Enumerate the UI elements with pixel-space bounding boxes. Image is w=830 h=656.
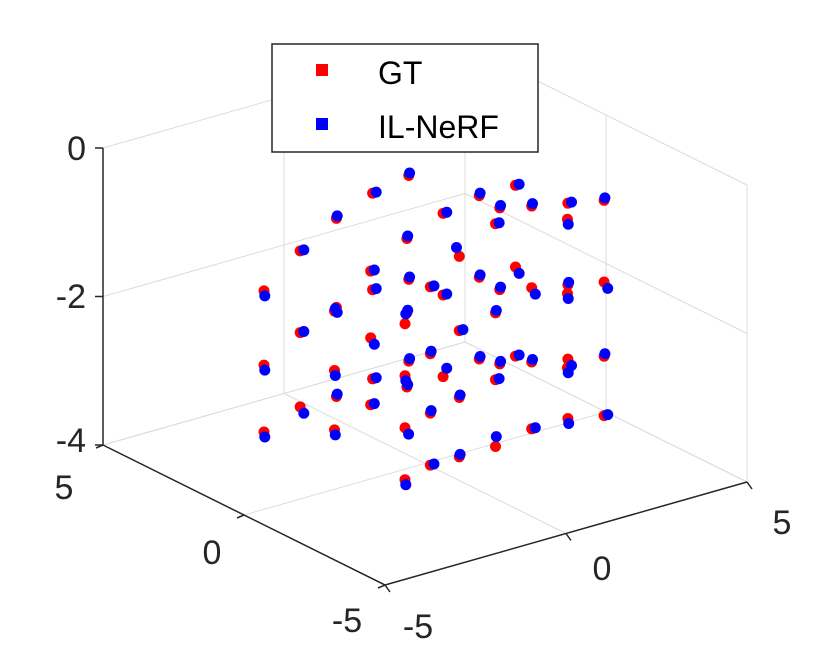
- il-nerf-point: [370, 186, 382, 198]
- il-nerf-point: [457, 324, 469, 336]
- il-nerf-point: [298, 407, 310, 419]
- il-nerf-point: [513, 178, 525, 190]
- il-nerf-point: [259, 290, 271, 302]
- il-nerf-point: [428, 458, 440, 470]
- il-nerf-point: [529, 288, 541, 300]
- il-nerf-point: [329, 429, 341, 441]
- il-nerf-point: [454, 389, 466, 401]
- il-nerf-point: [404, 271, 416, 283]
- legend-label-gt: GT: [378, 55, 422, 91]
- il-nerf-point: [495, 281, 507, 293]
- il-nerf-point: [298, 244, 310, 256]
- il-nerf-point: [370, 372, 382, 384]
- il-nerf-point: [562, 367, 574, 379]
- z-tick-label: 0: [67, 130, 86, 168]
- il-nerf-point: [563, 417, 575, 429]
- il-nerf-point: [402, 304, 414, 316]
- legend-marker-gt: [316, 64, 328, 76]
- il-nerf-point: [331, 210, 343, 222]
- il-nerf-point: [527, 354, 538, 366]
- il-nerf-point: [513, 349, 525, 361]
- x-tick-mark: [384, 584, 391, 593]
- il-nerf-point: [425, 405, 437, 417]
- il-nerf-point: [404, 167, 416, 179]
- y-tick-mark: [236, 514, 245, 519]
- il-nerf-point: [403, 428, 415, 440]
- il-nerf-point: [599, 192, 611, 204]
- floor-gridline: [243, 411, 607, 516]
- tick-labels: 0 -2 -4 5 0 -5 -5 0 5: [55, 130, 792, 646]
- x-tick-label: 5: [773, 504, 792, 542]
- data-points: [258, 167, 614, 491]
- il-nerf-point: [425, 345, 437, 357]
- il-nerf-point: [402, 379, 414, 391]
- il-nerf-point: [298, 326, 310, 338]
- il-nerf-point: [441, 206, 453, 218]
- il-nerf-point: [495, 355, 507, 367]
- il-nerf-point: [331, 306, 343, 318]
- il-nerf-point: [490, 304, 502, 316]
- il-nerf-point: [450, 242, 462, 254]
- il-nerf-point: [562, 292, 574, 304]
- gt-point: [437, 371, 449, 383]
- il-nerf-point: [563, 276, 575, 288]
- x-tick-mark: [746, 481, 753, 490]
- il-nerf-point: [602, 282, 614, 294]
- il-nerf-point: [329, 369, 341, 381]
- il-nerf-point: [454, 448, 466, 460]
- il-nerf-point: [259, 364, 271, 376]
- x-tick-label: 0: [593, 550, 612, 588]
- gt-point: [453, 250, 465, 262]
- plot-grid: [102, 44, 748, 586]
- y-tick-mark: [377, 584, 386, 589]
- y-tick-label: -5: [332, 602, 362, 640]
- plot-axes: [95, 147, 753, 593]
- gt-point: [490, 441, 501, 453]
- il-nerf-point: [602, 409, 614, 421]
- il-nerf-point: [404, 353, 416, 365]
- il-nerf-point: [368, 398, 380, 410]
- il-nerf-point: [441, 362, 453, 374]
- il-nerf-point: [441, 288, 453, 300]
- il-nerf-point: [402, 230, 414, 242]
- il-nerf-point: [474, 187, 486, 199]
- y-tick-label: 0: [203, 534, 222, 572]
- back-wall-gridline: [102, 193, 466, 297]
- x-tick-label: -5: [403, 608, 433, 646]
- x-tick-mark: [565, 533, 572, 541]
- gt-point: [399, 318, 411, 330]
- y-tick-label: 5: [55, 469, 74, 507]
- il-nerf-point: [368, 338, 380, 350]
- il-nerf-point: [490, 431, 502, 443]
- il-nerf-point: [599, 348, 611, 360]
- il-nerf-point: [495, 199, 507, 211]
- il-nerf-point: [562, 218, 574, 230]
- il-nerf-point: [428, 280, 440, 292]
- il-nerf-point: [566, 196, 578, 208]
- il-nerf-point: [513, 267, 525, 279]
- z-tick-label: -2: [56, 278, 86, 316]
- legend-marker-il-nerf: [316, 118, 328, 130]
- il-nerf-point: [400, 479, 412, 491]
- legend: GT IL-NeRF: [271, 43, 539, 153]
- il-nerf-point: [493, 217, 505, 229]
- il-nerf-point: [493, 373, 505, 385]
- il-nerf-point: [331, 388, 343, 400]
- legend-label-il-nerf: IL-NeRF: [378, 109, 499, 145]
- legend-box: [271, 43, 539, 153]
- il-nerf-point: [259, 431, 271, 443]
- side-wall-gridline: [464, 193, 748, 334]
- z-tick-label: -4: [56, 422, 86, 460]
- il-nerf-point: [368, 264, 380, 276]
- il-nerf-point: [370, 283, 382, 295]
- il-nerf-point: [474, 351, 486, 363]
- il-nerf-point: [527, 198, 538, 210]
- il-nerf-point: [529, 422, 541, 434]
- il-nerf-point: [474, 269, 486, 281]
